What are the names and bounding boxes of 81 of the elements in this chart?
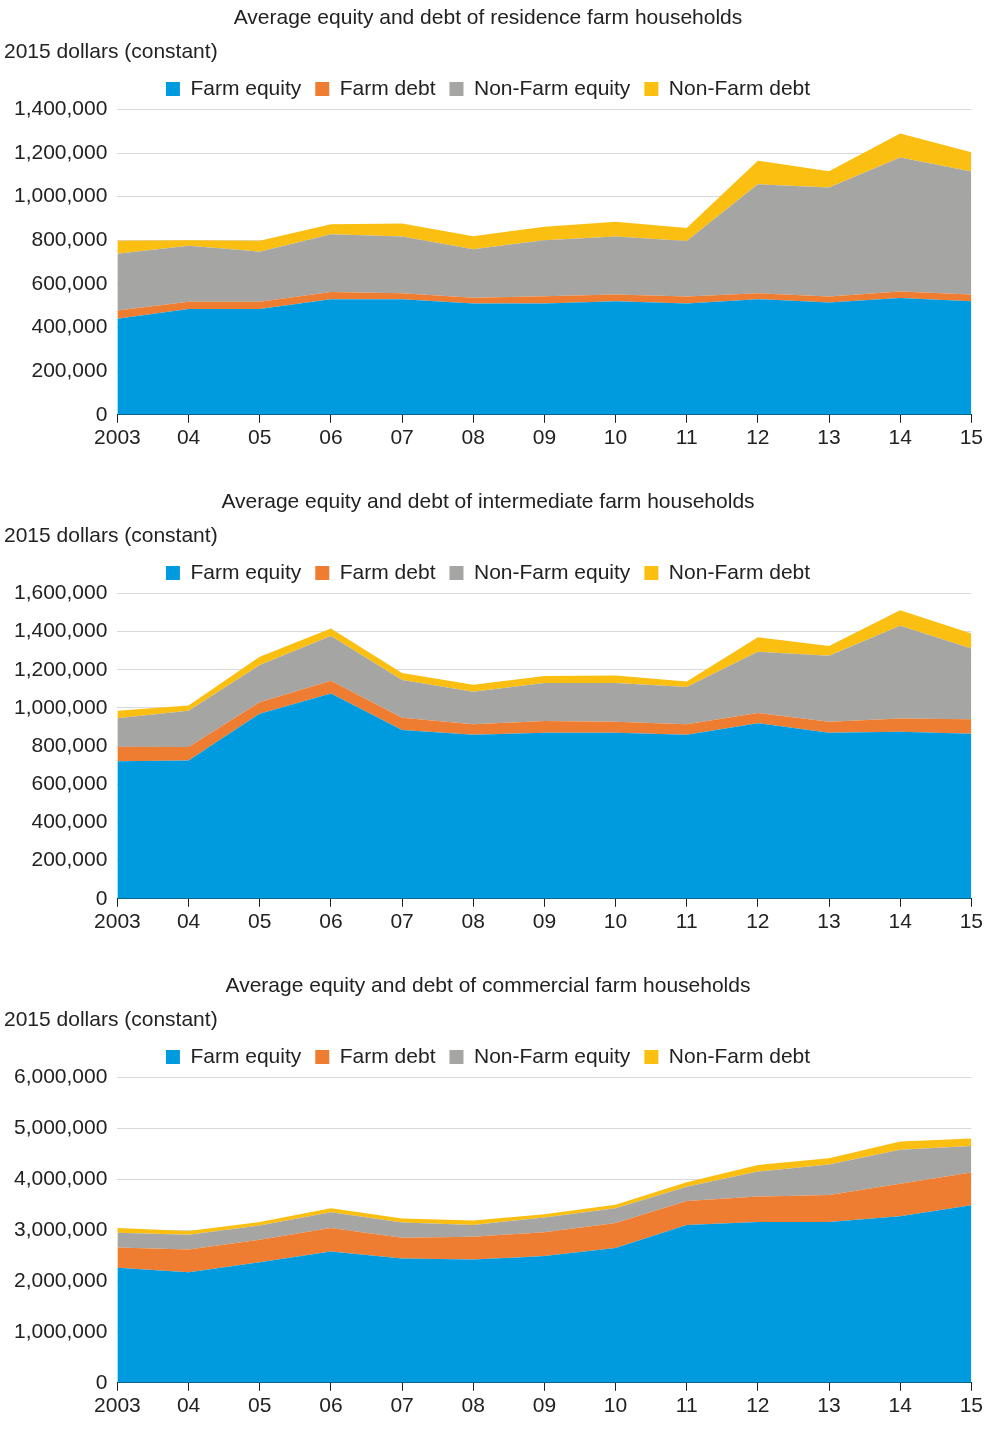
y-tick-label: 400,000 xyxy=(31,314,108,338)
legend-label: Farm debt xyxy=(339,75,436,99)
y-tick-label: 200,000 xyxy=(31,847,108,871)
legend-label: Non-Farm debt xyxy=(668,559,811,583)
x-tick-label: 05 xyxy=(248,909,272,933)
x-tick-label: 06 xyxy=(319,1393,343,1417)
x-tick-label: 12 xyxy=(746,909,770,933)
x-tick-label: 06 xyxy=(319,425,343,449)
x-tick-label: 10 xyxy=(603,909,628,933)
x-tick-label: 09 xyxy=(532,1393,557,1417)
y-tick-label: 6,000,000 xyxy=(13,1064,108,1088)
x-tick-label: 08 xyxy=(461,425,485,449)
y-tick-label: 0 xyxy=(95,885,108,909)
x-tick-label: 04 xyxy=(176,425,201,449)
x-tick-label: 07 xyxy=(390,1393,414,1417)
x-tick-label: 13 xyxy=(817,1393,841,1417)
y-tick-label: 0 xyxy=(95,1369,108,1393)
y-axis-title: 2015 dollars (constant) xyxy=(4,38,218,62)
x-tick-label: 08 xyxy=(461,1393,485,1417)
x-tick-label: 2003 xyxy=(94,909,141,933)
legend-label: Non-Farm equity xyxy=(473,1043,631,1067)
x-tick-label: 11 xyxy=(675,1393,698,1417)
x-tick-label: 13 xyxy=(817,909,841,933)
x-tick-label: 15 xyxy=(959,425,983,449)
y-tick-label: 3,000,000 xyxy=(13,1216,108,1240)
x-tick-label: 08 xyxy=(461,909,485,933)
x-tick-label: 10 xyxy=(603,425,628,449)
y-tick-label: 1,200,000 xyxy=(13,656,108,680)
y-tick-label: 800,000 xyxy=(31,732,108,756)
x-tick-label: 05 xyxy=(248,425,272,449)
chart-title: Average equity and debt of residence farm households xyxy=(233,5,743,29)
y-tick-label: 600,000 xyxy=(31,771,108,795)
x-tick-label: 06 xyxy=(319,909,343,933)
legend-label: Farm equity xyxy=(190,75,302,99)
y-tick-label: 1,200,000 xyxy=(13,139,108,163)
chart-title: Average equity and debt of intermediate farm households xyxy=(221,489,755,513)
y-tick-label: 4,000,000 xyxy=(13,1166,108,1189)
x-tick-label: 12 xyxy=(746,425,770,449)
y-tick-label: 2,000,000 xyxy=(13,1267,108,1291)
y-tick-label: 1,400,000 xyxy=(13,618,108,642)
x-tick-label: 13 xyxy=(817,425,841,449)
x-tick-label: 15 xyxy=(959,1393,983,1417)
x-tick-label: 09 xyxy=(532,909,557,933)
x-tick-label: 04 xyxy=(176,1393,201,1417)
legend-label: Farm equity xyxy=(190,1043,302,1067)
y-tick-label: 400,000 xyxy=(31,809,108,833)
x-tick-label: 15 xyxy=(959,909,983,933)
x-tick-label: 09 xyxy=(532,425,557,449)
legend-label: Non-Farm equity xyxy=(473,559,631,583)
legend-label: Farm debt xyxy=(339,1043,436,1067)
legend-label: Non-Farm debt xyxy=(668,1043,811,1067)
y-tick-label: 0 xyxy=(95,401,108,425)
x-tick-label: 14 xyxy=(888,425,913,449)
x-tick-label: 14 xyxy=(888,909,913,933)
x-tick-label: 11 xyxy=(675,425,698,449)
x-tick-label: 07 xyxy=(390,425,414,449)
y-tick-label: 600,000 xyxy=(31,270,108,294)
y-axis-title: 2015 dollars (constant) xyxy=(4,522,218,546)
x-tick-label: 12 xyxy=(746,1393,770,1417)
y-tick-label: 200,000 xyxy=(31,357,108,381)
x-tick-label: 04 xyxy=(176,909,201,933)
y-tick-label: 1,000,000 xyxy=(13,694,108,718)
y-tick-label: 1,600,000 xyxy=(13,580,108,604)
legend-label: Non-Farm equity xyxy=(473,75,631,99)
x-tick-label: 2003 xyxy=(94,425,141,449)
y-tick-label: 1,400,000 xyxy=(13,96,108,120)
legend-label: Farm debt xyxy=(339,559,436,583)
x-tick-label: 10 xyxy=(603,1393,628,1417)
chart-title: Average equity and debt of commercial farm households xyxy=(225,973,751,997)
x-tick-label: 07 xyxy=(390,909,414,933)
legend-label: Non-Farm debt xyxy=(668,75,811,99)
x-tick-label: 14 xyxy=(888,1393,913,1417)
y-axis-title: 2015 dollars (constant) xyxy=(4,1006,218,1030)
y-tick-label: 1,000,000 xyxy=(13,183,108,207)
y-tick-label: 800,000 xyxy=(31,227,108,251)
x-tick-label: 11 xyxy=(675,909,698,933)
x-tick-label: 2003 xyxy=(94,1393,141,1417)
x-tick-label: 05 xyxy=(248,1393,272,1417)
legend-label: Farm equity xyxy=(190,559,302,583)
y-tick-label: 1,000,000 xyxy=(13,1318,108,1342)
y-tick-label: 5,000,000 xyxy=(13,1115,108,1139)
